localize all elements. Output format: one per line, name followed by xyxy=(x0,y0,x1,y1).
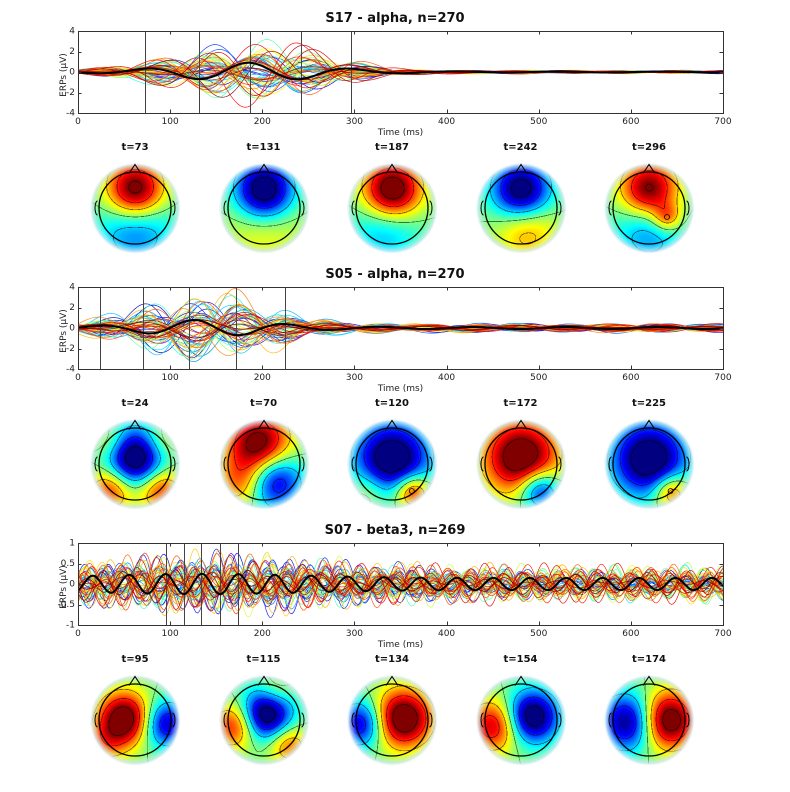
topo-time-label: t=24 xyxy=(121,398,149,409)
topo-time-label: t=134 xyxy=(374,654,410,665)
scalp-map-canvas xyxy=(78,410,192,510)
topo-time-label: t=154 xyxy=(503,654,538,665)
scalp-map-canvas xyxy=(78,666,192,766)
scalp-map-canvas xyxy=(335,154,449,254)
erp-plot: ERPs (μV) xyxy=(44,27,736,139)
panel-s05-alpha: S05 - alpha, n=270 ERPs (μV) t=24 t=70 t… xyxy=(0,260,790,510)
y-axis-label: ERPs (μV) xyxy=(59,53,69,97)
topo-row: t=24 t=70 t=120 t=172 t=225 xyxy=(78,397,706,510)
topo-map: t=296 xyxy=(592,141,706,254)
topo-map: t=70 xyxy=(206,397,321,510)
topo-row: t=73 t=131 t=187 t=242 t=296 xyxy=(78,141,706,254)
topo-map: t=174 xyxy=(592,653,706,766)
scalp-map-canvas xyxy=(463,410,578,510)
scalp-map-canvas xyxy=(592,666,706,766)
topo-map: t=73 xyxy=(78,141,192,254)
scalp-map-canvas xyxy=(463,154,578,254)
panel-s17-alpha: S17 - alpha, n=270 ERPs (μV) t=73 t=131 … xyxy=(0,4,790,254)
scalp-map-canvas xyxy=(78,154,192,254)
panel-title: S05 - alpha, n=270 xyxy=(325,267,465,282)
topo-time-label: t=115 xyxy=(246,654,281,665)
topo-map: t=115 xyxy=(206,653,321,766)
scalp-map-canvas xyxy=(335,410,449,510)
topo-map: t=242 xyxy=(463,141,578,254)
scalp-map-canvas xyxy=(592,410,706,510)
topo-time-label: t=242 xyxy=(503,142,538,153)
topo-map: t=120 xyxy=(335,397,449,510)
panel-s07-beta3: S07 - beta3, n=269 ERPs (μV) t=95 t=115 … xyxy=(0,516,790,766)
erp-plot: ERPs (μV) xyxy=(44,539,736,651)
topo-time-label: t=131 xyxy=(246,142,281,153)
erp-waveforms-canvas xyxy=(44,283,736,395)
topo-time-label: t=174 xyxy=(631,654,667,665)
topo-time-label: t=120 xyxy=(374,398,410,409)
scalp-map-canvas xyxy=(592,154,706,254)
topo-time-label: t=225 xyxy=(631,398,667,409)
figure-root: S17 - alpha, n=270 ERPs (μV) t=73 t=131 … xyxy=(0,4,790,766)
topo-time-label: t=296 xyxy=(631,142,667,153)
topo-row: t=95 t=115 t=134 t=154 t=174 xyxy=(78,653,706,766)
erp-waveforms-canvas xyxy=(44,27,736,139)
topo-map: t=24 xyxy=(78,397,192,510)
panel-title: S17 - alpha, n=270 xyxy=(325,11,465,26)
panel-title: S07 - beta3, n=269 xyxy=(324,523,466,538)
scalp-map-canvas xyxy=(206,410,321,510)
topo-time-label: t=73 xyxy=(121,142,149,153)
topo-map: t=95 xyxy=(78,653,192,766)
scalp-map-canvas xyxy=(206,666,321,766)
topo-map: t=172 xyxy=(463,397,578,510)
scalp-map-canvas xyxy=(463,666,578,766)
topo-time-label: t=187 xyxy=(374,142,410,153)
topo-map: t=225 xyxy=(592,397,706,510)
scalp-map-canvas xyxy=(206,154,321,254)
topo-time-label: t=172 xyxy=(503,398,538,409)
topo-map: t=154 xyxy=(463,653,578,766)
topo-map: t=134 xyxy=(335,653,449,766)
topo-time-label: t=70 xyxy=(249,398,278,409)
scalp-map-canvas xyxy=(335,666,449,766)
erp-waveforms-canvas xyxy=(44,539,736,651)
erp-plot: ERPs (μV) xyxy=(44,283,736,395)
topo-map: t=187 xyxy=(335,141,449,254)
topo-time-label: t=95 xyxy=(121,654,149,665)
y-axis-label: ERPs (μV) xyxy=(59,309,69,353)
topo-map: t=131 xyxy=(206,141,321,254)
y-axis-label: ERPs (μV) xyxy=(59,565,69,609)
